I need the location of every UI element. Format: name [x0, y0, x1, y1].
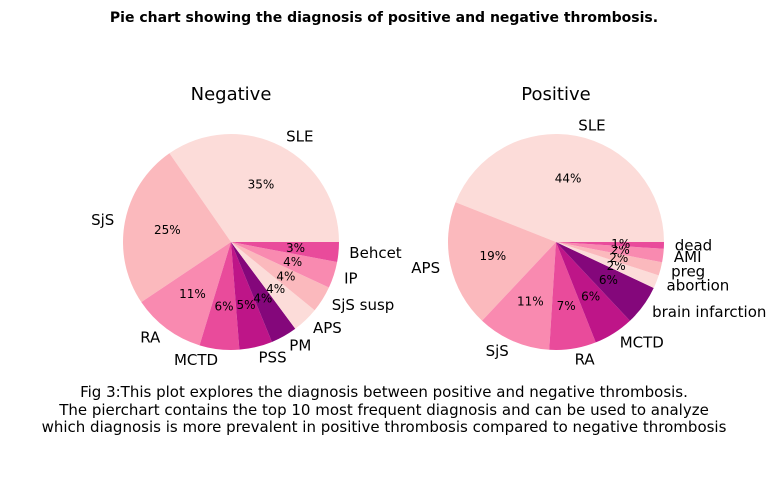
pie-category-label-positive-sle: SLE — [578, 116, 605, 134]
pie-slice-positive-dead — [556, 242, 664, 249]
pie-category-label-positive-sjs: SjS — [486, 342, 509, 360]
pie-category-label-negative-ra: RA — [140, 329, 161, 347]
pie-slice-positive-ami — [556, 242, 664, 263]
pie-pct-label-negative-pss: 5% — [236, 298, 255, 312]
caption-line-3: which diagnosis is more prevalent in pos… — [42, 418, 727, 436]
pie-slice-negative-sjs — [122, 153, 231, 303]
caption-line-1: Fig 3:This plot explores the diagnosis b… — [80, 383, 688, 401]
pie-category-label-positive-brain-infarction: brain infarction — [652, 303, 766, 321]
caption-line-2: The pierchart contains the top 10 most f… — [58, 401, 709, 419]
pie-category-label-negative-sjs-susp: SjS susp — [332, 296, 395, 314]
pie-slice-positive-brain-infarction — [556, 242, 654, 321]
pie-title-positive: Positive — [521, 84, 590, 105]
pie-pct-label-negative-sjs-susp: 4% — [276, 269, 295, 283]
pie-category-label-positive-dead: dead — [675, 237, 712, 255]
pie-pct-label-negative-behcet: 3% — [286, 241, 305, 255]
pie-slice-negative-sle — [169, 133, 340, 242]
pie-pct-label-negative-ra: 11% — [179, 287, 206, 301]
figure-suptitle: Pie chart showing the diagnosis of posit… — [110, 10, 658, 26]
pie-pct-label-positive-ami: 2% — [611, 243, 630, 257]
pie-pct-label-negative-ip: 4% — [283, 255, 302, 269]
pie-slice-positive-aps — [447, 202, 556, 321]
pie-pct-label-positive-sjs: 11% — [517, 295, 544, 309]
pie-category-label-positive-ra: RA — [575, 350, 596, 368]
pie-slice-negative-pm — [231, 242, 296, 342]
pie-positive: Positive 44% SLE 19% APS 11% SjS 7% RA 6% MCTD 6% br… — [411, 84, 766, 368]
pie-category-label-negative-behcet: Behcet — [349, 244, 402, 262]
pie-slice-positive-mctd — [556, 242, 630, 343]
pie-pct-label-negative-pm: 4% — [253, 292, 272, 306]
pie-pct-label-positive-sle: 44% — [555, 171, 582, 185]
pie-category-label-negative-pss: PSS — [259, 349, 287, 367]
pie-slice-negative-aps — [231, 242, 315, 329]
pie-pct-label-positive-dead: 1% — [611, 237, 630, 251]
pie-pct-label-positive-ra: 7% — [557, 299, 576, 313]
pie-slice-positive-ra — [549, 242, 596, 351]
pie-slice-positive-abortion — [556, 242, 659, 288]
pie-slice-negative-ra — [141, 242, 231, 346]
pie-category-label-negative-pm: PM — [289, 337, 311, 355]
pie-category-label-positive-ami: AMI — [674, 248, 702, 266]
pie-slice-positive-sle — [455, 133, 664, 242]
pie-category-label-negative-mctd: MCTD — [174, 351, 218, 369]
pie-slice-negative-behcet — [231, 242, 339, 263]
pie-slice-negative-pss — [231, 242, 272, 350]
pie-negative: Negative 35% SLE 25% SjS 11% RA 6% MCTD 5% PSS 4% PM… — [91, 84, 402, 369]
pie-charts: Negative 35% SLE 25% SjS 11% RA 6% MCTD 5% PSS 4% PM… — [91, 84, 766, 369]
pie-category-label-negative-sjs: SjS — [91, 211, 114, 229]
pie-slice-positive-sjs — [482, 242, 556, 350]
pie-slice-negative-ip — [231, 242, 338, 288]
pie-category-label-positive-mctd: MCTD — [620, 333, 664, 351]
pie-category-label-positive-aps: APS — [411, 259, 440, 277]
pie-pct-label-negative-mctd: 6% — [214, 299, 233, 313]
pie-pct-label-negative-aps: 4% — [266, 282, 285, 296]
pie-slice-negative-sjs-susp — [231, 242, 329, 311]
pie-pct-label-negative-sjs: 25% — [154, 223, 181, 237]
pie-title-negative: Negative — [191, 84, 272, 105]
pie-category-label-negative-sle: SLE — [286, 128, 313, 146]
pie-pct-label-positive-aps: 19% — [479, 249, 506, 263]
pie-category-label-negative-ip: IP — [344, 269, 357, 287]
pie-category-label-positive-abortion: abortion — [667, 277, 730, 295]
pie-slice-positive-preg — [556, 242, 663, 276]
pie-pct-label-negative-sle: 35% — [248, 178, 275, 192]
pie-pct-label-positive-mctd: 6% — [581, 290, 600, 304]
pie-slice-negative-mctd — [199, 242, 240, 350]
pie-category-label-positive-preg: preg — [671, 263, 705, 281]
pie-category-label-negative-aps: APS — [313, 319, 342, 337]
pie-pct-label-positive-brain-infarction: 6% — [599, 273, 618, 287]
